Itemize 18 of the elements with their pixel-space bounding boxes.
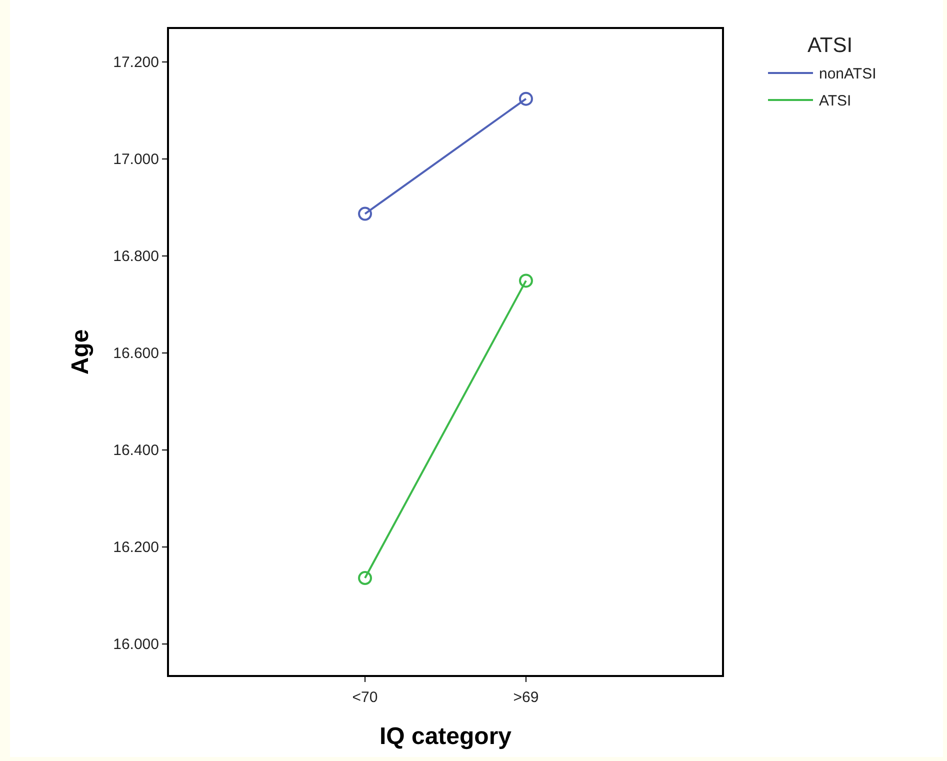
legend-label: ATSI: [819, 92, 852, 110]
point: [518, 92, 533, 106]
x-tick-label: >69: [513, 689, 539, 706]
point: [518, 274, 533, 288]
point: [358, 206, 372, 221]
y-tick-label: 16.000: [113, 636, 159, 654]
y-tick-label: 16.400: [113, 442, 159, 460]
legend-title: ATSI: [807, 34, 853, 57]
point: [358, 571, 372, 586]
x-tick-label: <70: [352, 689, 378, 706]
y-tick-label: 16.800: [113, 248, 159, 266]
y-tick-label: 16.200: [113, 539, 159, 556]
y-tick-label: 17.200: [113, 54, 159, 72]
y-tick-label: 17.000: [113, 151, 159, 168]
y-tick-label: 16.600: [113, 345, 159, 362]
y-axis-title: Age: [67, 329, 94, 375]
x-axis-title: IQ category: [379, 723, 512, 750]
legend-label: nonATSI: [819, 65, 876, 82]
